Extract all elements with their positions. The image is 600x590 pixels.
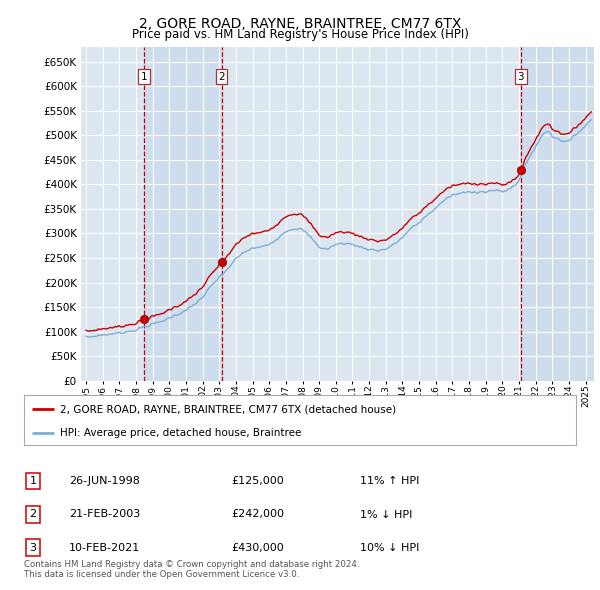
Text: Price paid vs. HM Land Registry's House Price Index (HPI): Price paid vs. HM Land Registry's House …: [131, 28, 469, 41]
Text: £430,000: £430,000: [231, 543, 284, 552]
Text: 2: 2: [218, 71, 225, 81]
Bar: [521, 47, 594, 381]
Text: 2, GORE ROAD, RAYNE, BRAINTREE, CM77 6TX: 2, GORE ROAD, RAYNE, BRAINTREE, CM77 6TX: [139, 17, 461, 31]
Text: 3: 3: [518, 71, 524, 81]
Text: 3: 3: [29, 543, 37, 552]
Text: 26-JUN-1998: 26-JUN-1998: [69, 476, 140, 486]
Text: 2, GORE ROAD, RAYNE, BRAINTREE, CM77 6TX (detached house): 2, GORE ROAD, RAYNE, BRAINTREE, CM77 6TX…: [60, 404, 396, 414]
Text: 1: 1: [29, 476, 37, 486]
Text: 21-FEB-2003: 21-FEB-2003: [69, 510, 140, 519]
Text: 1: 1: [141, 71, 148, 81]
Text: Contains HM Land Registry data © Crown copyright and database right 2024.
This d: Contains HM Land Registry data © Crown c…: [24, 560, 359, 579]
Text: 1% ↓ HPI: 1% ↓ HPI: [360, 510, 412, 519]
Text: £242,000: £242,000: [231, 510, 284, 519]
Text: 10-FEB-2021: 10-FEB-2021: [69, 543, 140, 552]
Text: £125,000: £125,000: [231, 476, 284, 486]
Text: 11% ↑ HPI: 11% ↑ HPI: [360, 476, 419, 486]
Bar: [144, 47, 221, 381]
Text: 10% ↓ HPI: 10% ↓ HPI: [360, 543, 419, 552]
Text: 2: 2: [29, 510, 37, 519]
Text: HPI: Average price, detached house, Braintree: HPI: Average price, detached house, Brai…: [60, 428, 301, 438]
